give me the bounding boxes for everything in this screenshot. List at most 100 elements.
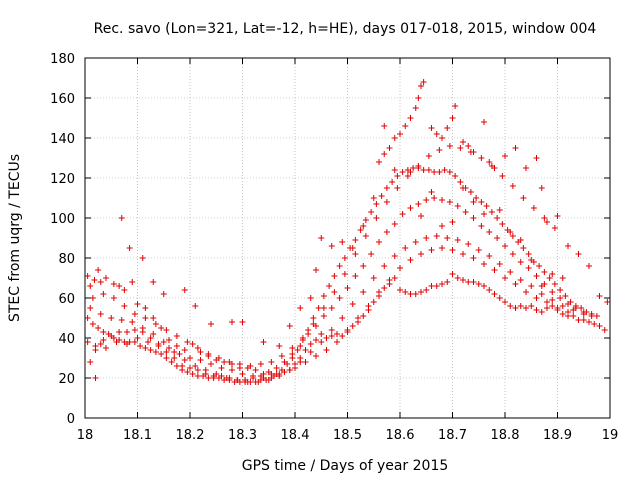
- data-point: [457, 179, 464, 185]
- data-point: [349, 245, 356, 251]
- data-point: [452, 173, 459, 179]
- data-point: [473, 195, 480, 201]
- data-point: [481, 283, 487, 289]
- data-point: [158, 325, 165, 331]
- data-point: [470, 279, 477, 285]
- data-point: [586, 319, 592, 325]
- data-point: [189, 341, 196, 347]
- data-point: [247, 363, 254, 369]
- data-point: [512, 145, 519, 151]
- data-point: [486, 287, 493, 293]
- data-points: [84, 79, 611, 385]
- data-point: [163, 355, 170, 361]
- data-point: [381, 151, 388, 157]
- data-point: [604, 299, 611, 305]
- data-point: [365, 303, 372, 309]
- data-point: [509, 251, 516, 257]
- data-point: [328, 333, 335, 339]
- data-point: [339, 239, 346, 245]
- data-point: [483, 203, 490, 209]
- data-point: [533, 307, 540, 313]
- data-point: [276, 343, 283, 349]
- data-point: [394, 185, 401, 191]
- data-point: [349, 323, 356, 329]
- data-point: [265, 377, 272, 383]
- data-point: [381, 123, 388, 129]
- data-point: [142, 305, 149, 311]
- data-point: [313, 267, 319, 273]
- data-point: [423, 287, 430, 293]
- data-point: [91, 277, 98, 283]
- data-point: [189, 371, 196, 377]
- data-point: [593, 313, 600, 319]
- data-point: [320, 313, 327, 319]
- data-point: [239, 371, 246, 377]
- data-point: [302, 347, 309, 353]
- data-point: [192, 363, 199, 369]
- data-point: [103, 275, 109, 281]
- y-tick-label: 40: [58, 332, 75, 347]
- data-point: [315, 305, 322, 311]
- data-point: [110, 295, 117, 301]
- data-point: [491, 165, 498, 171]
- data-point: [397, 265, 403, 271]
- data-point: [449, 271, 456, 277]
- x-tick-label: 18.2: [176, 428, 205, 443]
- data-point: [297, 359, 304, 365]
- data-point: [533, 273, 540, 279]
- data-point: [139, 255, 146, 261]
- data-point: [116, 329, 123, 335]
- data-point: [481, 211, 487, 217]
- data-point: [549, 289, 556, 295]
- data-point: [428, 247, 435, 253]
- data-point: [457, 145, 464, 151]
- data-point: [460, 277, 466, 283]
- data-point: [486, 159, 493, 165]
- data-point: [376, 239, 382, 245]
- data-point: [454, 237, 461, 243]
- data-point: [601, 327, 608, 333]
- data-point: [155, 343, 162, 349]
- data-point: [89, 321, 96, 327]
- data-point: [194, 373, 201, 379]
- data-point: [502, 299, 508, 305]
- data-point: [281, 359, 288, 365]
- data-point: [407, 257, 414, 263]
- data-point: [97, 279, 104, 285]
- data-point: [265, 369, 272, 375]
- data-point: [578, 305, 585, 311]
- data-point: [517, 259, 524, 265]
- data-point: [302, 359, 309, 365]
- data-point: [460, 139, 466, 145]
- data-point: [428, 189, 435, 195]
- data-point: [554, 213, 561, 219]
- data-point: [218, 365, 225, 371]
- data-point: [415, 163, 422, 169]
- data-point: [478, 199, 485, 205]
- data-point: [386, 145, 393, 151]
- data-point: [289, 345, 296, 351]
- data-point: [355, 315, 361, 321]
- data-point: [530, 205, 537, 211]
- data-point: [449, 219, 456, 225]
- data-point: [328, 305, 335, 311]
- data-point: [449, 247, 456, 253]
- data-point: [271, 373, 277, 379]
- data-point: [433, 283, 440, 289]
- data-point: [528, 303, 535, 309]
- data-point: [391, 253, 398, 259]
- data-point: [496, 207, 503, 213]
- data-point: [486, 253, 493, 259]
- data-point: [470, 199, 477, 205]
- data-point: [496, 295, 503, 301]
- y-tick-label: 60: [58, 292, 75, 307]
- data-point: [467, 189, 474, 195]
- data-point: [520, 195, 527, 201]
- data-point: [313, 337, 319, 343]
- x-tick-label: 18.8: [491, 428, 520, 443]
- data-point: [494, 215, 501, 221]
- data-point: [362, 233, 369, 239]
- data-point: [226, 359, 233, 365]
- data-point: [554, 305, 561, 311]
- data-point: [152, 321, 159, 327]
